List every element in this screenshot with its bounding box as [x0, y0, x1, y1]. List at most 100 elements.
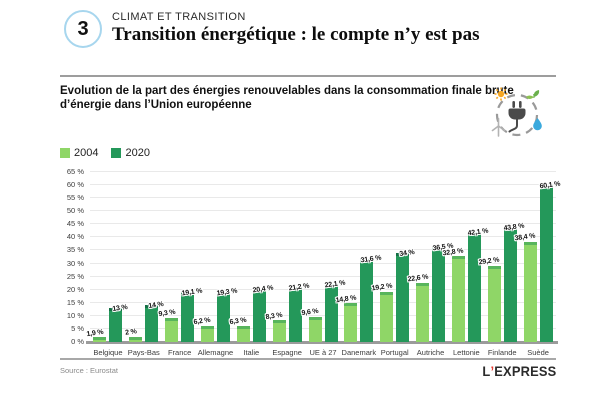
bar-2020 [467, 231, 481, 342]
legend-item-2020: 2020 [111, 147, 150, 159]
x-tick-label: Danemark [341, 348, 377, 357]
y-tick-label: 25 % [66, 271, 84, 281]
y-tick-label: 50 % [66, 206, 84, 216]
gridline [90, 314, 556, 316]
x-tick-label: Portugal [380, 348, 409, 357]
bar-2020 [216, 291, 230, 342]
bar-cap [360, 259, 374, 263]
bar-2004 [416, 282, 430, 342]
bar-2004 [272, 320, 286, 342]
y-tick-label: 5 % [71, 323, 84, 333]
bar-2004 [523, 241, 537, 342]
bar-cap [165, 317, 179, 321]
x-tick-label: Suède [527, 348, 549, 357]
bar-cap [467, 231, 481, 235]
bar-cap [523, 241, 537, 245]
chart-title: Evolution de la part des énergies renouv… [60, 85, 514, 112]
logo-rest: EXPRESS [493, 363, 556, 379]
bar-2004 [236, 325, 250, 342]
gridline [90, 184, 556, 186]
plug-icon [508, 101, 526, 133]
bar-cap [416, 282, 430, 286]
y-tick-label: 60 % [66, 180, 84, 190]
gridline [90, 223, 556, 225]
bar-cap [109, 308, 123, 311]
bar-2004 [165, 317, 179, 342]
legend-item-2004: 2004 [60, 147, 98, 159]
y-tick-label: 40 % [66, 232, 84, 242]
section-number-badge: 3 [64, 10, 102, 48]
kicker: CLIMAT ET TRANSITION [112, 11, 246, 23]
bar-2020 [145, 305, 159, 342]
dashed-circle-icon [495, 93, 539, 137]
bar-cap [344, 303, 358, 307]
y-tick-label: 0 % [71, 337, 84, 346]
top-divider [60, 75, 556, 77]
bar-2020 [109, 308, 123, 342]
x-tick-label: Allemagne [197, 348, 234, 357]
y-tick-label: 55 % [66, 193, 84, 203]
gridline [90, 262, 556, 264]
bar-2020 [252, 288, 266, 342]
bar-2004 [380, 291, 394, 342]
headline: Transition énergétique : le compte n’y e… [112, 24, 480, 45]
bar-2020 [503, 227, 517, 342]
bar-cap [200, 325, 214, 329]
bar-2020 [539, 184, 553, 342]
bar-2020 [360, 259, 374, 342]
bar-cap [308, 316, 322, 320]
y-tick-label: 35 % [66, 245, 84, 255]
bar-cap [129, 336, 143, 340]
gridline [90, 327, 556, 329]
bar-cap [432, 246, 446, 250]
bar-2004 [200, 325, 214, 342]
bottom-divider [60, 358, 556, 360]
plot-area: Belgique 1,9 % 13 % Pays-Bas 2 % 14 % France 9,… [86, 171, 561, 357]
bar-cap [216, 291, 230, 295]
gridline [90, 275, 556, 277]
x-tick-label: Lettonie [453, 348, 480, 357]
x-tick-label: Autriche [416, 348, 445, 357]
x-tick-label: UE à 27 [309, 348, 337, 357]
bar-2004 [308, 316, 322, 342]
legend-label-2020: 2020 [125, 147, 150, 159]
y-tick-label: 20 % [66, 284, 84, 294]
bar-cap [539, 184, 553, 188]
logo-apostrophe: ’ [490, 363, 494, 379]
chart-title-line1: Evolution de la part des énergies renouv… [60, 85, 514, 97]
x-tick-label: Espagne [272, 348, 302, 357]
bar-cap [181, 292, 195, 296]
x-tick-label: Belgique [93, 348, 123, 357]
gridline [90, 288, 556, 290]
x-tick-label: Italie [243, 348, 260, 357]
bar-cap [324, 284, 338, 288]
bar-cap [236, 325, 250, 329]
legend-label-2004: 2004 [74, 147, 99, 159]
bar-cap [93, 337, 107, 341]
gridline [90, 301, 556, 303]
sprout-icon [526, 90, 540, 99]
gridline [90, 236, 556, 238]
legend: 2004 2020 [60, 147, 150, 159]
y-tick-label: 65 % [66, 167, 84, 176]
bar-2020 [432, 246, 446, 342]
bar-2004 [93, 337, 107, 342]
bar-2020 [324, 284, 338, 342]
y-tick-label: 30 % [66, 258, 84, 268]
bar-cap [288, 286, 302, 290]
x-tick-label: France [167, 348, 192, 357]
source-note: Source : Eurostat [60, 366, 118, 375]
legend-swatch-2020 [111, 148, 122, 158]
gridline [90, 171, 556, 172]
bar-cap [487, 265, 501, 269]
y-axis: 0 % 5 % 10 % 15 % 20 % 25 % 30 % 35 % 40 % 45 % 50… [54, 168, 86, 346]
x-axis-baseline [86, 341, 558, 344]
y-tick-label: 15 % [66, 297, 84, 307]
gridline [90, 197, 556, 199]
gridline [90, 249, 556, 251]
logo-l: L [482, 363, 491, 379]
bar-2004 [487, 265, 501, 342]
bar-cap [396, 253, 410, 257]
bar-cap [272, 320, 286, 324]
bar-2004 [451, 256, 465, 342]
